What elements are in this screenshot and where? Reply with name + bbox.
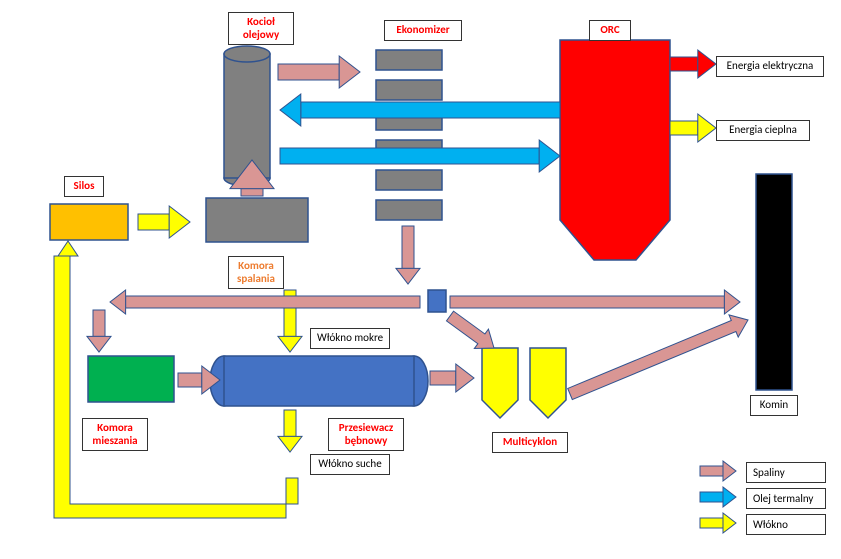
legend-pink: Spaliny — [746, 462, 826, 483]
label-silos: Silos — [64, 176, 104, 197]
label-przes: Przesiewaczbębnowy — [328, 418, 404, 451]
label-kommi: Komoramieszania — [82, 418, 148, 451]
legend-cyan: Olej termalny — [746, 488, 826, 509]
label-heat: Energia cieplna — [716, 120, 810, 141]
label-komsp: Komoraspalania — [228, 256, 284, 289]
label-elec: Energia elektryczna — [716, 56, 824, 77]
legend-yellow: Włókno — [746, 514, 826, 535]
label-komin: Komin — [750, 395, 798, 416]
label-multi: Multicyklon — [492, 432, 568, 453]
label-orc: ORC — [589, 20, 631, 41]
label-wlmok: Włókno mokre — [310, 328, 390, 349]
label-wlsuc: Włókno suche — [310, 454, 390, 475]
label-ekon: Ekonomizer — [384, 20, 462, 41]
label-kociol: Kociołolejowy — [228, 12, 294, 45]
